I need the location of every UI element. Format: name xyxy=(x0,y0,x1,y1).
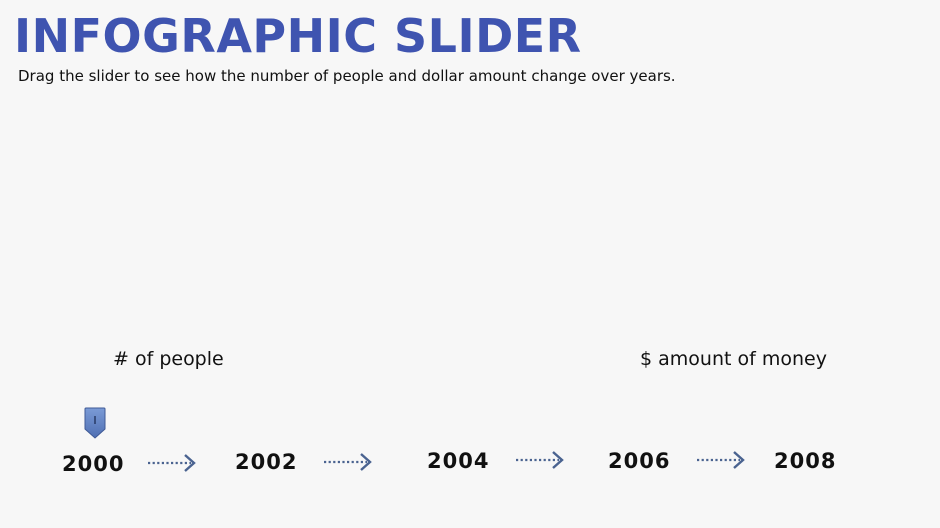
year-2002[interactable]: 2002 xyxy=(235,450,298,474)
dotted-arrow-right-icon xyxy=(323,451,375,473)
people-count-label: # of people xyxy=(113,348,224,370)
money-amount-label: $ amount of money xyxy=(640,348,827,370)
year-2008[interactable]: 2008 xyxy=(774,449,837,473)
dotted-arrow-right-icon xyxy=(696,449,748,471)
slider-handle[interactable] xyxy=(84,407,106,439)
year-2004[interactable]: 2004 xyxy=(427,449,490,473)
year-2006[interactable]: 2006 xyxy=(608,449,671,473)
page-title: INFOGRAPHIC SLIDER xyxy=(14,9,582,63)
dotted-arrow-right-icon xyxy=(147,452,199,474)
instructions-text: Drag the slider to see how the number of… xyxy=(18,67,676,85)
year-2000[interactable]: 2000 xyxy=(62,452,125,476)
slider-handle-icon xyxy=(84,407,106,439)
dotted-arrow-right-icon xyxy=(515,449,567,471)
